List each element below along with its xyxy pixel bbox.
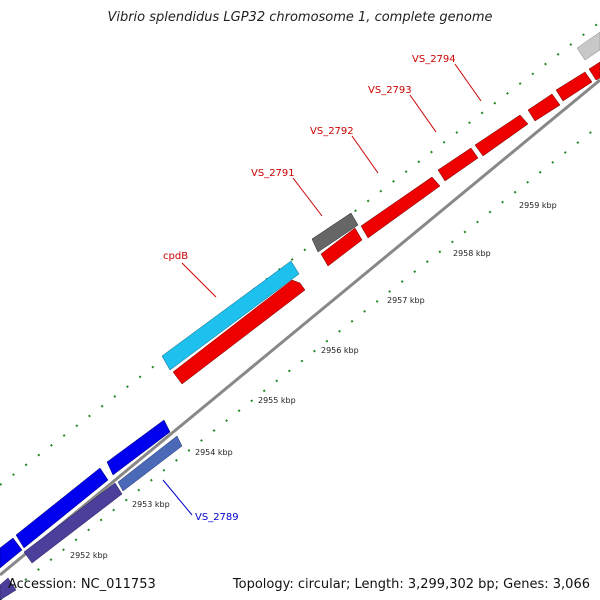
gene-reverse-1[interactable] bbox=[0, 537, 23, 569]
tick-2955: 2955 kbp bbox=[258, 396, 296, 405]
gene-forward-2[interactable] bbox=[320, 227, 363, 267]
tick-2958: 2958 kbp bbox=[453, 249, 491, 258]
gene-forward-6[interactable] bbox=[527, 93, 561, 122]
tick-2956: 2956 kbp bbox=[321, 346, 359, 355]
accession-label: Accession: NC_011753 bbox=[8, 577, 156, 592]
label-vs2792: VS_2792 bbox=[310, 126, 354, 137]
gene-lightgray[interactable] bbox=[576, 31, 600, 61]
label-vs2794: VS_2794 bbox=[412, 54, 456, 65]
gene-forward-4[interactable] bbox=[437, 147, 479, 182]
label-vs2789: VS_2789 bbox=[195, 512, 239, 523]
map-title: Vibrio splendidus LGP32 chromosome 1, co… bbox=[107, 10, 493, 25]
gene-reverse-2[interactable] bbox=[15, 467, 109, 549]
gene-vs2789[interactable] bbox=[117, 435, 183, 492]
tick-2953: 2953 kbp bbox=[132, 500, 170, 509]
gene-forward-7[interactable] bbox=[555, 71, 593, 102]
outer-dot-guide bbox=[0, 21, 600, 486]
label-vs2793: VS_2793 bbox=[368, 85, 412, 96]
tick-2959: 2959 kbp bbox=[519, 201, 557, 210]
topology-label: Topology: circular; Length: 3,299,302 bp… bbox=[232, 577, 590, 592]
label-vs2791: VS_2791 bbox=[251, 168, 295, 179]
gene-reverse-dark-2[interactable] bbox=[23, 482, 123, 564]
gene-forward-5[interactable] bbox=[474, 114, 529, 157]
gene-forward-8[interactable] bbox=[588, 61, 600, 81]
leader-vs2792 bbox=[351, 135, 379, 174]
gene-forward-3[interactable] bbox=[360, 176, 441, 239]
gene-vs2791-gray[interactable] bbox=[311, 212, 359, 253]
gene-forward-1[interactable] bbox=[172, 279, 306, 385]
tick-2957: 2957 kbp bbox=[387, 296, 425, 305]
inner-dot-guide bbox=[0, 124, 600, 600]
gene-cpdb[interactable] bbox=[161, 260, 300, 371]
leader-vs2789 bbox=[162, 479, 193, 516]
gene-reverse-3[interactable] bbox=[106, 419, 171, 476]
leader-vs2793 bbox=[409, 94, 437, 133]
leader-vs2794 bbox=[454, 63, 482, 102]
leader-cpdb bbox=[181, 262, 217, 298]
gene-reverse-dark-1[interactable] bbox=[0, 577, 17, 600]
genome-backbone bbox=[0, 78, 600, 577]
label-cpdb: cpdB bbox=[163, 251, 188, 262]
tick-2954: 2954 kbp bbox=[195, 448, 233, 457]
leader-vs2791 bbox=[292, 177, 323, 217]
tick-2952: 2952 kbp bbox=[70, 551, 108, 560]
